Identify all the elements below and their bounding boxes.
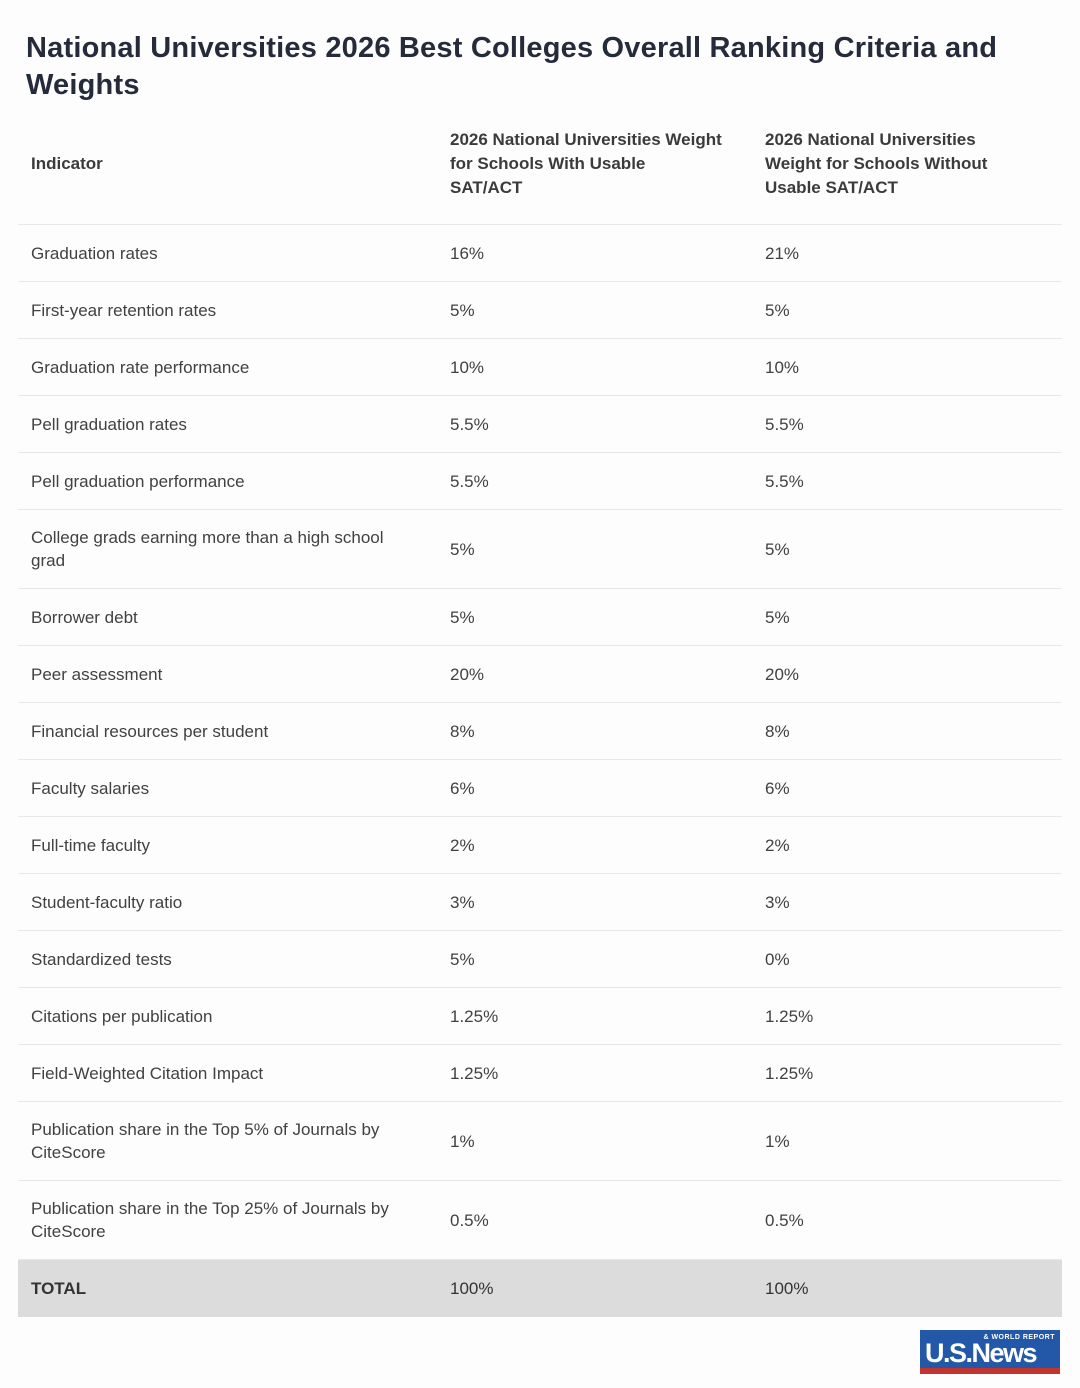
indicator-cell: Faculty salaries xyxy=(31,778,150,798)
weight-with-sat-cell: 1.25% xyxy=(450,1063,499,1083)
table-row: Field-Weighted Citation Impact 1.25% 1.25% xyxy=(18,1045,1062,1102)
weight-with-sat-cell: 2% xyxy=(450,835,475,855)
indicator-cell: First-year retention rates xyxy=(31,300,217,320)
table-row: Pell graduation performance 5.5% 5.5% xyxy=(18,453,1062,510)
weight-without-sat-cell: 0% xyxy=(765,949,790,969)
table-body: Graduation rates 16% 21% First-year retenti… xyxy=(18,225,1062,1260)
indicator-cell: Publication share in the Top 5% of Journ… xyxy=(31,1120,380,1162)
indicator-cell: Pell graduation rates xyxy=(31,414,187,434)
weight-with-sat-cell: 0.5% xyxy=(450,1210,489,1230)
weight-without-sat-cell: 5% xyxy=(765,607,790,627)
total-weight-with-sat: 100% xyxy=(450,1279,494,1298)
indicator-cell: Graduation rates xyxy=(31,243,158,263)
total-row: TOTAL 100% 100% xyxy=(18,1260,1062,1317)
weight-with-sat-cell: 5% xyxy=(450,300,475,320)
footer: & WORLD REPORT U.S.News xyxy=(920,1330,1060,1374)
weight-with-sat-cell: 5.5% xyxy=(450,414,489,434)
table-row: Graduation rate performance 10% 10% xyxy=(18,339,1062,396)
indicator-cell: Graduation rate performance xyxy=(31,357,250,377)
indicator-cell: Citations per publication xyxy=(31,1006,213,1026)
weight-with-sat-cell: 5% xyxy=(450,607,475,627)
weight-with-sat-cell: 5% xyxy=(450,949,475,969)
weight-without-sat-cell: 5.5% xyxy=(765,414,804,434)
column-header-weight-with-sat: 2026 National Universities Weight for Sc… xyxy=(450,130,722,197)
weight-with-sat-cell: 5% xyxy=(450,539,475,559)
indicator-cell: Peer assessment xyxy=(31,664,163,684)
weight-with-sat-cell: 5.5% xyxy=(450,471,489,491)
table-row: Student-faculty ratio 3% 3% xyxy=(18,874,1062,931)
weight-without-sat-cell: 1% xyxy=(765,1131,790,1151)
weight-without-sat-cell: 10% xyxy=(765,357,800,377)
indicator-cell: Student-faculty ratio xyxy=(31,892,183,912)
weight-with-sat-cell: 16% xyxy=(450,243,485,263)
weight-without-sat-cell: 21% xyxy=(765,243,800,263)
table-row: Citations per publication 1.25% 1.25% xyxy=(18,988,1062,1045)
weight-without-sat-cell: 0.5% xyxy=(765,1210,804,1230)
total-weight-without-sat: 100% xyxy=(765,1279,809,1298)
weight-without-sat-cell: 1.25% xyxy=(765,1063,814,1083)
usnews-logo-tagline: & WORLD REPORT xyxy=(983,1334,1055,1341)
weight-with-sat-cell: 6% xyxy=(450,778,475,798)
table-row: Publication share in the Top 25% of Jour… xyxy=(18,1181,1062,1260)
table-row: Financial resources per student 8% 8% xyxy=(18,703,1062,760)
table-row: Publication share in the Top 5% of Journ… xyxy=(18,1102,1062,1181)
weight-with-sat-cell: 3% xyxy=(450,892,475,912)
indicator-cell: College grads earning more than a high s… xyxy=(31,528,384,570)
indicator-cell: Financial resources per student xyxy=(31,721,269,741)
weight-with-sat-cell: 10% xyxy=(450,357,485,377)
table-row: First-year retention rates 5% 5% xyxy=(18,282,1062,339)
table-row: Standardized tests 5% 0% xyxy=(18,931,1062,988)
table-row: Borrower debt 5% 5% xyxy=(18,589,1062,646)
indicator-cell: Field-Weighted Citation Impact xyxy=(31,1063,264,1083)
usnews-logo-brand: U.S.News xyxy=(925,1338,1038,1368)
indicator-cell: Publication share in the Top 25% of Jour… xyxy=(31,1199,389,1241)
weight-without-sat-cell: 20% xyxy=(765,664,800,684)
weight-without-sat-cell: 5% xyxy=(765,300,790,320)
table-row: Peer assessment 20% 20% xyxy=(18,646,1062,703)
column-header-indicator: Indicator xyxy=(31,154,103,173)
table-row: Faculty salaries 6% 6% xyxy=(18,760,1062,817)
weight-with-sat-cell: 1.25% xyxy=(450,1006,499,1026)
table-row: College grads earning more than a high s… xyxy=(18,510,1062,589)
total-label: TOTAL xyxy=(31,1279,87,1298)
table-row: Full-time faculty 2% 2% xyxy=(18,817,1062,874)
table-header-row: Indicator 2026 National Universities Wei… xyxy=(18,104,1062,225)
weight-without-sat-cell: 5% xyxy=(765,539,790,559)
table-row: Graduation rates 16% 21% xyxy=(18,225,1062,282)
usnews-logo-blue-box: & WORLD REPORT U.S.News xyxy=(920,1330,1060,1368)
weight-without-sat-cell: 6% xyxy=(765,778,790,798)
page-title: National Universities 2026 Best Colleges… xyxy=(26,32,998,101)
weight-without-sat-cell: 8% xyxy=(765,721,790,741)
weight-without-sat-cell: 5.5% xyxy=(765,471,804,491)
weight-with-sat-cell: 20% xyxy=(450,664,485,684)
usnews-logo-red-bar xyxy=(920,1368,1060,1374)
ranking-table: Indicator 2026 National Universities Wei… xyxy=(18,104,1062,1317)
weight-with-sat-cell: 8% xyxy=(450,721,475,741)
indicator-cell: Borrower debt xyxy=(31,607,138,627)
weight-without-sat-cell: 1.25% xyxy=(765,1006,814,1026)
usnews-logo: & WORLD REPORT U.S.News xyxy=(920,1330,1060,1374)
weight-with-sat-cell: 1% xyxy=(450,1131,475,1151)
indicator-cell: Standardized tests xyxy=(31,949,172,969)
indicator-cell: Pell graduation performance xyxy=(31,471,245,491)
indicator-cell: Full-time faculty xyxy=(31,835,151,855)
table-row: Pell graduation rates 5.5% 5.5% xyxy=(18,396,1062,453)
column-header-weight-without-sat: 2026 National Universities Weight for Sc… xyxy=(765,130,988,197)
weight-without-sat-cell: 2% xyxy=(765,835,790,855)
weight-without-sat-cell: 3% xyxy=(765,892,790,912)
